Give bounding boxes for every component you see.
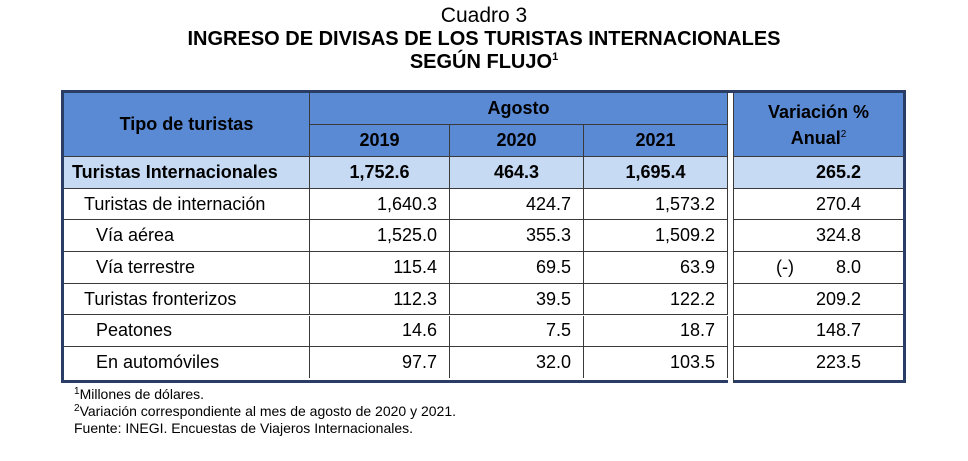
row-value-2020: 32.0 xyxy=(450,347,584,378)
row-value-2019: 112.3 xyxy=(310,283,450,316)
row-variacion: (-) 8.0 xyxy=(734,252,903,284)
row-label: Vía terrestre xyxy=(64,252,310,284)
row-value-2020: 7.5 xyxy=(450,315,584,348)
row-value-2021: 103.5 xyxy=(584,347,728,378)
row-value-2019: 97.7 xyxy=(310,347,450,378)
row-value-2019: 1,640.3 xyxy=(310,188,450,221)
table-title-line2: SEGÚN FLUJO1 xyxy=(0,51,968,74)
row-label: Peatones xyxy=(64,315,310,348)
data-table: Tipo de turistas Agosto 2019 2020 2021 V… xyxy=(61,90,906,383)
header-variacion-line1: Variación % xyxy=(767,101,870,122)
row-value-2019: 14.6 xyxy=(310,315,450,348)
row-value-2021: 18.7 xyxy=(584,315,728,348)
row-value-2021: 122.2 xyxy=(584,283,728,316)
row-label: En automóviles xyxy=(64,347,310,378)
row-label: Turistas de internación xyxy=(64,188,310,221)
row-value-2020: 69.5 xyxy=(450,252,584,284)
table-title-line1: INGRESO DE DIVISAS DE LOS TURISTAS INTER… xyxy=(187,28,781,50)
row-value-2019: 1,525.0 xyxy=(310,220,450,253)
row-label: Turistas Internacionales xyxy=(64,157,310,189)
header-year-2021: 2021 xyxy=(584,125,728,157)
row-value-2021: 1,573.2 xyxy=(584,188,728,221)
row-variacion: 324.8 xyxy=(734,220,903,253)
header-year-2020: 2020 xyxy=(450,125,584,157)
variacion-value: 223.5 xyxy=(815,352,861,373)
header-agosto: Agosto xyxy=(310,93,728,125)
variacion-value: 209.2 xyxy=(815,288,861,309)
row-variacion: 209.2 xyxy=(734,284,903,316)
footnote-2: 2Variación correspondiente al mes de ago… xyxy=(74,403,456,420)
row-value-2020: 464.3 xyxy=(450,157,584,189)
row-label: Vía aérea xyxy=(64,220,310,253)
footnote-2-text: Variación correspondiente al mes de agos… xyxy=(79,403,456,419)
header-year-2019: 2019 xyxy=(310,125,450,157)
header-variacion: Variación % Anual2 xyxy=(734,93,903,157)
footnote-1-text: Millones de dólares. xyxy=(79,386,205,402)
table-title-line2-text: SEGÚN FLUJO xyxy=(409,51,553,73)
row-variacion: 265.2 xyxy=(734,157,903,189)
negative-marker: (-) xyxy=(776,256,794,277)
row-value-2021: 1,509.2 xyxy=(584,220,728,253)
variacion-value: 148.7 xyxy=(815,320,861,341)
footnote-2-marker: 2 xyxy=(74,403,80,414)
row-variacion: 270.4 xyxy=(734,189,903,221)
variacion-value: 270.4 xyxy=(815,193,861,214)
variacion-value: 8.0 xyxy=(835,256,861,277)
header-variacion-line2: Anual2 xyxy=(791,125,847,151)
title-block: Cuadro 3 INGRESO DE DIVISAS DE LOS TURIS… xyxy=(0,4,968,74)
row-variacion: 148.7 xyxy=(734,316,903,348)
source-note: Fuente: INEGI. Encuestas de Viajeros Int… xyxy=(74,420,414,436)
row-value-2019: 115.4 xyxy=(310,252,450,284)
row-variacion: 223.5 xyxy=(734,347,903,378)
row-value-2021: 63.9 xyxy=(584,252,728,284)
header-tipo: Tipo de turistas xyxy=(64,93,310,157)
header-variacion-footnote-ref: 2 xyxy=(840,128,847,140)
column-separator xyxy=(728,93,734,383)
row-value-2019: 1,752.6 xyxy=(310,157,450,189)
footnotes: 1Millones de dólares. 2Variación corresp… xyxy=(74,386,456,437)
table-number: Cuadro 3 xyxy=(440,4,528,27)
row-value-2020: 39.5 xyxy=(450,283,584,316)
header-variacion-line2-text: Anual xyxy=(790,127,841,148)
footnote-1: 1Millones de dólares. xyxy=(74,386,456,403)
footnote-1-marker: 1 xyxy=(74,386,80,397)
row-value-2020: 355.3 xyxy=(450,220,584,253)
row-value-2021: 1,695.4 xyxy=(584,157,728,189)
variacion-value: 265.2 xyxy=(815,161,861,182)
table-title-footnote-ref: 1 xyxy=(552,51,559,63)
variacion-value: 324.8 xyxy=(815,225,861,246)
row-label: Turistas fronterizos xyxy=(64,283,310,316)
row-value-2020: 424.7 xyxy=(450,188,584,221)
